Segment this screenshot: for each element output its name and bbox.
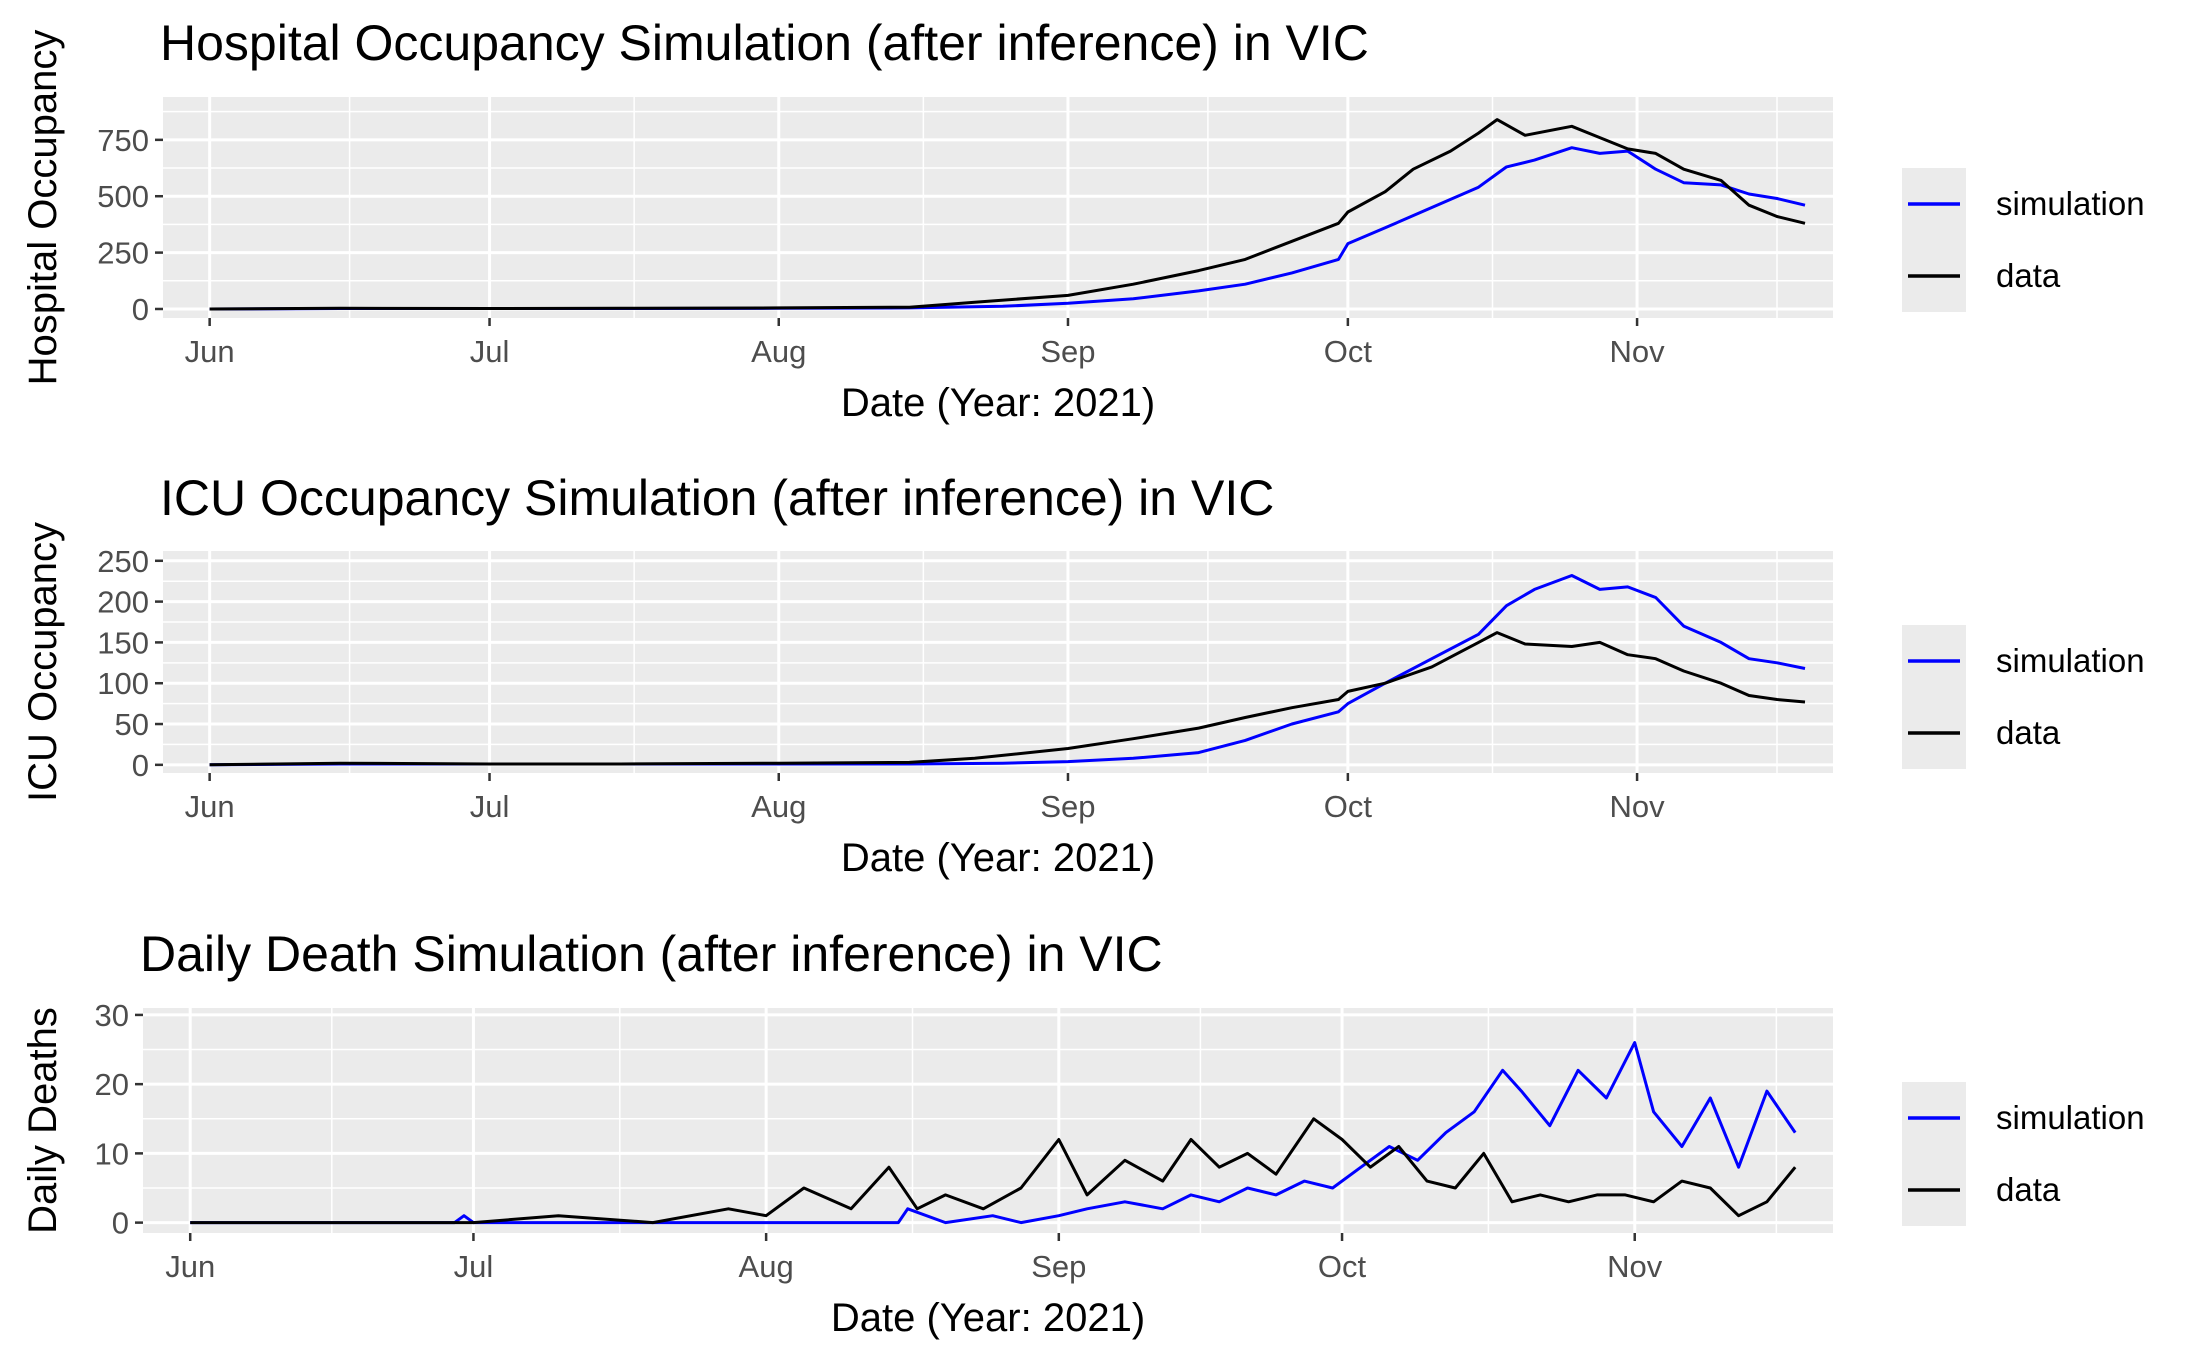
hospital-occupancy-y-tick-label: 0 — [132, 292, 149, 327]
hospital-occupancy-legend: simulation data — [1902, 168, 2145, 312]
hospital-occupancy-y-tick-label: 500 — [97, 179, 149, 214]
hospital-occupancy-x-tick-label: Nov — [1610, 334, 1666, 369]
icu-occupancy-y-axis-label: ICU Occupancy — [21, 522, 65, 802]
daily-deaths-legend: simulation data — [1902, 1082, 2145, 1226]
icu-occupancy-y-tick-label: 100 — [97, 666, 149, 701]
hospital-occupancy-legend-label-simulation: simulation — [1996, 185, 2145, 222]
daily-deaths-x-tick-label: Sep — [1031, 1249, 1086, 1284]
icu-occupancy-y-tick-label: 0 — [132, 748, 149, 783]
icu-occupancy-y-tick-label: 250 — [97, 544, 149, 579]
daily-deaths-plot: 0 10 20 30 Jun Jul Aug Sep Oct Nov Daily Death Sim… — [21, 926, 2145, 1340]
hospital-occupancy-x-tick-label: Aug — [751, 334, 806, 369]
hospital-occupancy-x-tick-label: Sep — [1040, 334, 1095, 369]
icu-occupancy-x-tick-label: Oct — [1324, 789, 1373, 824]
daily-deaths-x-tick-label: Oct — [1318, 1249, 1367, 1284]
icu-occupancy-legend: simulation data — [1902, 625, 2145, 769]
hospital-occupancy-y-axis-label: Hospital Occupancy — [21, 30, 65, 386]
daily-deaths-x-axis-label: Date (Year: 2021) — [831, 1296, 1145, 1340]
icu-occupancy-y-tick-label: 150 — [97, 625, 149, 660]
daily-deaths-y-tick-label: 10 — [95, 1136, 129, 1171]
daily-deaths-x-tick-label: Aug — [739, 1249, 794, 1284]
daily-deaths-y-tick-label: 20 — [95, 1067, 129, 1102]
hospital-occupancy-x-tick-label: Jul — [470, 334, 510, 369]
hospital-occupancy-y-tick-label: 750 — [97, 123, 149, 158]
daily-deaths-series-data — [190, 1117, 1797, 1225]
daily-deaths-legend-label-data: data — [1996, 1171, 2061, 1208]
daily-deaths-title: Daily Death Simulation (after inference)… — [140, 926, 1163, 982]
daily-deaths-x-tick-label: Nov — [1607, 1249, 1663, 1284]
daily-deaths-series-simulation — [190, 1041, 1797, 1225]
icu-occupancy-series-data — [209, 631, 1806, 767]
hospital-occupancy-y-tick-label: 250 — [97, 236, 149, 271]
icu-occupancy-x-tick-label: Jun — [185, 789, 235, 824]
icu-occupancy-panel-background — [163, 551, 1833, 773]
hospital-occupancy-x-tick-label: Jun — [185, 334, 235, 369]
hospital-occupancy-x-axis-label: Date (Year: 2021) — [841, 381, 1155, 425]
hospital-occupancy-title: Hospital Occupancy Simulation (after inf… — [160, 15, 1369, 71]
icu-occupancy-y-tick-label: 50 — [115, 707, 149, 742]
icu-occupancy-y-tick-label: 200 — [97, 585, 149, 620]
icu-occupancy-plot: 0 50 100 150 200 250 Jun Jul Aug Sep Oct Nov ICU Occ… — [21, 470, 2145, 880]
icu-occupancy-legend-label-simulation: simulation — [1996, 642, 2145, 679]
daily-deaths-y-tick-label: 30 — [95, 998, 129, 1033]
daily-deaths-y-axis-label: Daily Deaths — [21, 1007, 65, 1234]
hospital-occupancy-legend-label-data: data — [1996, 257, 2061, 294]
icu-occupancy-x-axis-label: Date (Year: 2021) — [841, 836, 1155, 880]
icu-occupancy-x-tick-label: Aug — [751, 789, 806, 824]
icu-occupancy-title: ICU Occupancy Simulation (after inferenc… — [160, 470, 1274, 526]
hospital-occupancy-plot: 0 250 500 750 Jun Jul Aug Sep Oct Nov Hospital Occ… — [21, 15, 2145, 425]
hospital-occupancy-series-data — [209, 118, 1806, 311]
daily-deaths-x-tick-label: Jul — [454, 1249, 494, 1284]
daily-deaths-legend-label-simulation: simulation — [1996, 1099, 2145, 1136]
icu-occupancy-x-tick-label: Nov — [1610, 789, 1666, 824]
icu-occupancy-x-tick-label: Jul — [470, 789, 510, 824]
daily-deaths-x-tick-label: Jun — [165, 1249, 215, 1284]
daily-deaths-y-tick-label: 0 — [112, 1206, 129, 1241]
icu-occupancy-legend-label-data: data — [1996, 714, 2061, 751]
hospital-occupancy-x-tick-label: Oct — [1324, 334, 1373, 369]
icu-occupancy-x-tick-label: Sep — [1040, 789, 1095, 824]
